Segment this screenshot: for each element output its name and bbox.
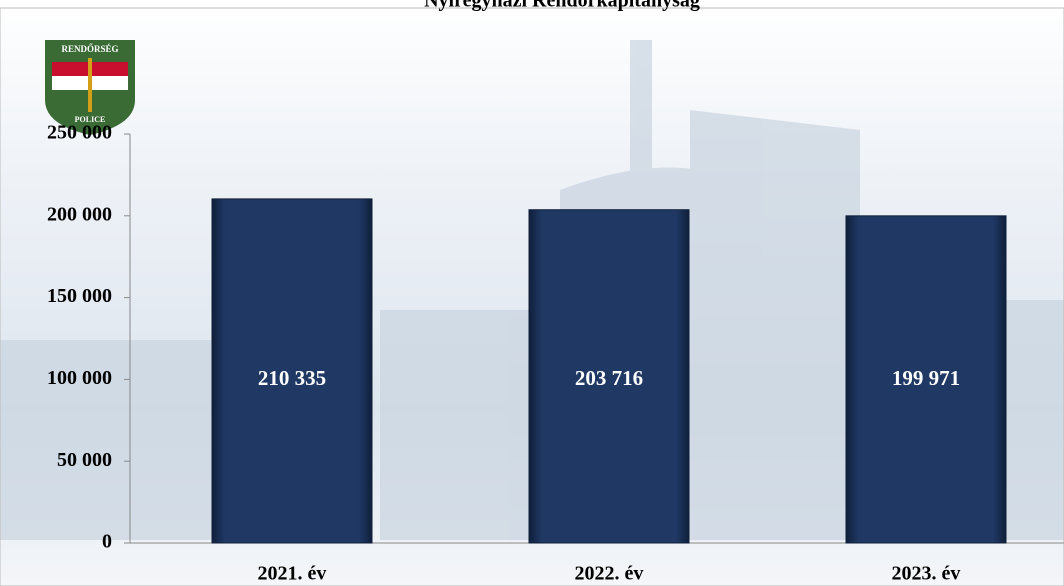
logo: RENDŐRSÉG POLICE bbox=[45, 40, 135, 135]
y-tick-label: 50 000 bbox=[57, 449, 112, 471]
y-tick-label: 150 000 bbox=[47, 285, 112, 307]
logo-top-text: RENDŐRSÉG bbox=[61, 44, 118, 54]
x-tick-label: 2022. év bbox=[575, 563, 644, 585]
bar bbox=[528, 209, 690, 544]
value-label: 203 716 bbox=[575, 366, 643, 390]
y-tick-label: 0 bbox=[102, 531, 112, 553]
y-tick-label: 200 000 bbox=[47, 203, 112, 225]
bar bbox=[211, 198, 373, 544]
x-tick-label: 2021. év bbox=[258, 563, 327, 585]
chart-title: Nyíregyházi Rendőrkapitányság bbox=[424, 0, 700, 12]
logo-bottom-text: POLICE bbox=[75, 115, 106, 124]
y-tick-label: 100 000 bbox=[47, 367, 112, 389]
value-label: 199 971 bbox=[892, 366, 960, 390]
value-label: 210 335 bbox=[258, 366, 326, 390]
x-tick-label: 2023. év bbox=[892, 563, 961, 585]
frame bbox=[0, 7, 1064, 586]
y-tick-label: 250 000 bbox=[47, 122, 112, 144]
bar bbox=[845, 215, 1007, 544]
